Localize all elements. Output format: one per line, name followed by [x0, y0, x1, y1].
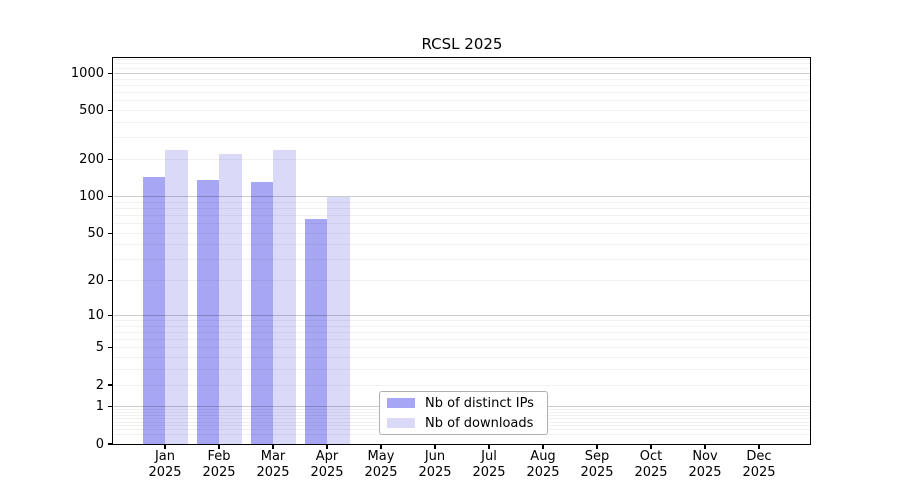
major-gridline: [114, 72, 810, 75]
y-tick-label: 5: [95, 340, 104, 356]
minor-gridline: [114, 122, 810, 124]
x-tick-mark: [164, 444, 166, 449]
x-tick-mark: [758, 444, 760, 449]
legend: Nb of distinct IPs Nb of downloads: [379, 391, 548, 435]
bar-ips-feb: [196, 180, 219, 444]
minor-gridline: [114, 67, 810, 69]
y-tick-mark: [108, 195, 113, 198]
x-tick-mark: [596, 444, 598, 449]
x-tick-mark: [434, 444, 436, 449]
bar-downloads-apr: [327, 196, 350, 444]
legend-swatch-downloads: [387, 418, 415, 428]
y-tick-label: 200: [79, 152, 104, 168]
x-tick-mark: [218, 444, 220, 449]
x-tick-mark: [542, 444, 544, 449]
x-tick-label: Jan 2025: [148, 449, 182, 480]
minor-gridline: [114, 100, 810, 102]
y-tick-label: 2: [95, 377, 104, 393]
y-tick-label: 1: [95, 399, 104, 415]
y-tick-mark: [108, 110, 113, 112]
minor-gridline: [114, 244, 810, 246]
minor-gridline: [114, 331, 810, 333]
y-tick-mark: [108, 314, 113, 316]
y-tick-mark: [108, 232, 113, 234]
minor-gridline: [114, 232, 810, 234]
y-tick-label: 50: [87, 225, 104, 241]
minor-gridline: [114, 137, 810, 139]
legend-row: Nb of downloads: [387, 415, 547, 432]
x-tick-label: Apr 2025: [310, 449, 344, 480]
minor-gridline: [114, 207, 810, 209]
x-tick-label: Jul 2025: [472, 449, 506, 480]
bar-ips-mar: [250, 181, 273, 444]
minor-gridline: [114, 280, 810, 282]
minor-gridline: [114, 201, 810, 203]
y-tick-label: 500: [79, 103, 104, 119]
minor-gridline: [114, 347, 810, 349]
y-tick-mark: [108, 347, 113, 349]
major-gridline: [114, 195, 810, 198]
minor-gridline: [114, 92, 810, 94]
x-tick-label: May 2025: [364, 449, 398, 480]
x-tick-label: Sep 2025: [580, 449, 614, 480]
minor-gridline: [114, 259, 810, 261]
x-tick-label: Oct 2025: [634, 449, 668, 480]
minor-gridline: [114, 214, 810, 216]
y-tick-mark: [108, 384, 113, 386]
minor-gridline: [114, 78, 810, 80]
minor-gridline: [114, 325, 810, 327]
x-tick-mark: [272, 444, 274, 449]
minor-gridline: [114, 58, 810, 60]
chart-title: RCSL 2025: [421, 35, 503, 53]
legend-swatch-ips: [387, 398, 415, 408]
legend-label: Nb of distinct IPs: [425, 395, 534, 411]
minor-gridline: [114, 357, 810, 359]
y-tick-label: 10: [87, 307, 104, 323]
y-tick-mark: [108, 443, 113, 445]
y-tick-label: 100: [79, 189, 104, 204]
x-tick-label: Feb 2025: [202, 449, 236, 480]
minor-gridline: [114, 320, 810, 322]
x-tick-label: Nov 2025: [688, 449, 722, 480]
bar-ips-apr: [304, 219, 327, 444]
bar-downloads-jan: [165, 150, 188, 444]
legend-label: Nb of downloads: [425, 415, 534, 431]
minor-gridline: [114, 84, 810, 86]
x-tick-mark: [488, 444, 490, 449]
y-tick-label: 1000: [70, 66, 104, 81]
minor-gridline: [114, 384, 810, 386]
minor-gridline: [114, 110, 810, 112]
x-tick-label: Dec 2025: [742, 449, 776, 480]
x-tick-mark: [380, 444, 382, 449]
minor-gridline: [114, 159, 810, 161]
minor-gridline: [114, 223, 810, 225]
minor-gridline: [114, 369, 810, 371]
bar-downloads-feb: [219, 154, 242, 444]
bar-ips-jan: [142, 177, 165, 444]
y-tick-mark: [108, 72, 113, 75]
y-tick-mark: [108, 158, 113, 161]
legend-row: Nb of distinct IPs: [387, 395, 547, 412]
minor-gridline: [114, 63, 810, 65]
x-tick-label: Mar 2025: [256, 449, 290, 480]
y-tick-label: 20: [87, 273, 104, 289]
x-tick-mark: [704, 444, 706, 449]
x-tick-mark: [650, 444, 652, 449]
minor-gridline: [114, 339, 810, 341]
major-gridline: [114, 314, 810, 316]
x-tick-label: Aug 2025: [526, 449, 560, 480]
bar-downloads-mar: [273, 149, 296, 444]
x-tick-label: Jun 2025: [418, 449, 452, 480]
plot-frame: [112, 57, 811, 445]
y-tick-mark: [108, 406, 113, 408]
y-tick-label: 0: [95, 436, 104, 452]
y-tick-mark: [108, 280, 113, 282]
x-tick-mark: [326, 444, 328, 449]
